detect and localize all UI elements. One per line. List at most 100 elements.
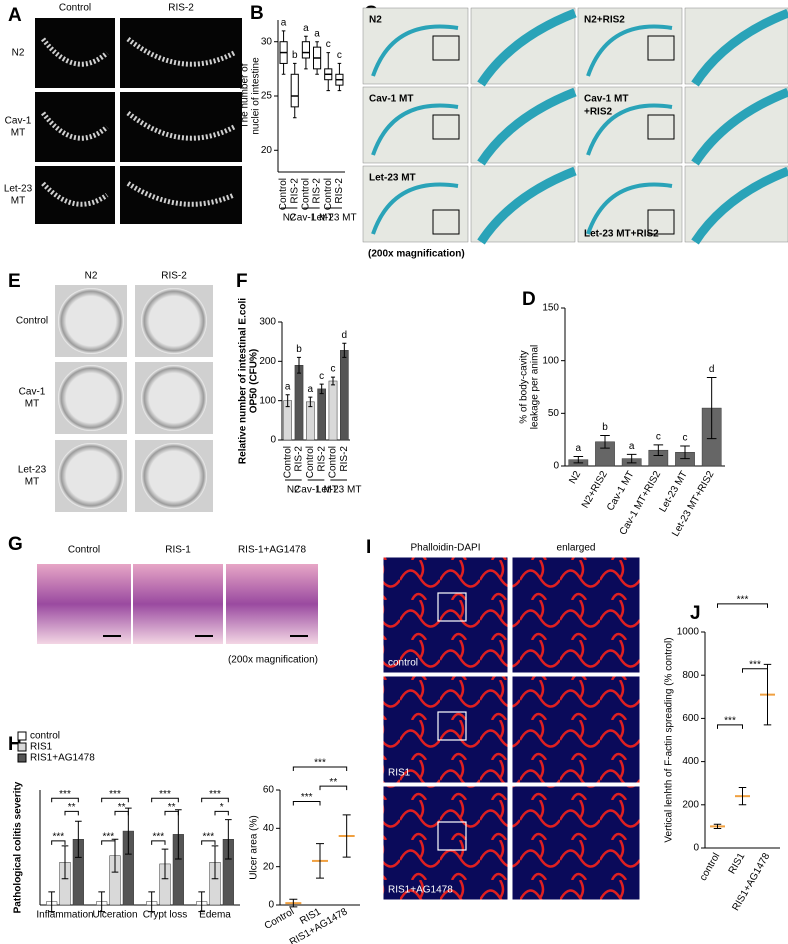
image-label: RIS1+AG1478 <box>388 885 453 896</box>
significance-label: ** <box>68 802 76 813</box>
group-label: Cav-1 MT <box>294 485 338 496</box>
plate <box>141 365 207 431</box>
group-label: Cav-1 MT <box>290 213 334 224</box>
significance-letter: a <box>303 23 309 34</box>
fluorescence-image <box>120 92 242 162</box>
error-bar <box>680 445 690 460</box>
x-tick-label: Control <box>282 446 293 478</box>
panel-label: F <box>236 271 248 292</box>
y-tick-label: 300 <box>259 317 276 328</box>
x-tick-label: Control <box>305 446 316 478</box>
microscopy-image <box>577 165 683 243</box>
error-bar <box>285 394 290 408</box>
column-header: RIS-2 <box>161 271 187 282</box>
row-label: MT <box>25 399 39 410</box>
y-tick-label: 0 <box>268 900 274 911</box>
image-label: N2+RIS2 <box>584 15 625 26</box>
error-bar <box>763 663 772 726</box>
significance-label: *** <box>202 832 214 843</box>
bar <box>317 388 326 441</box>
legend-swatch <box>17 742 27 752</box>
significance-bracket <box>717 603 768 608</box>
intestine-stain <box>477 166 577 245</box>
column-header: N2 <box>85 271 98 282</box>
y-tick-label: 0 <box>693 843 699 854</box>
row-label: MT <box>11 128 25 139</box>
significance-bracket <box>319 785 348 791</box>
row-label: N2 <box>12 48 25 59</box>
zoom-box <box>647 35 675 61</box>
significance-bracket <box>114 810 129 816</box>
plate <box>58 365 124 431</box>
row-label: MT <box>11 196 25 207</box>
significance-bracket <box>64 810 79 816</box>
histology-image <box>37 564 131 644</box>
error-bar <box>75 820 82 858</box>
group-label: Let-23 MT <box>311 213 357 224</box>
error-bar <box>61 845 69 880</box>
significance-label: *** <box>737 595 749 606</box>
fluorescence-image <box>382 556 509 674</box>
bar <box>340 350 349 441</box>
legend-label: RIS1+AG1478 <box>30 753 95 764</box>
zoom-box <box>647 209 675 235</box>
x-tick-label: Control <box>301 178 312 210</box>
row-label: Let-23 <box>4 184 33 195</box>
fluorescence-image <box>120 18 242 88</box>
y-tick-label: 0 <box>553 461 559 472</box>
significance-label: *** <box>724 716 736 727</box>
x-tick-label: RIS-2 <box>339 446 350 472</box>
intestine-stain <box>691 8 788 87</box>
significance-label: *** <box>301 792 313 803</box>
error-bar <box>175 809 182 860</box>
y-tick-label: 200 <box>682 799 699 810</box>
x-tick-label: Crypt loss <box>143 910 187 921</box>
image-label: Cav-1 MT <box>584 94 628 105</box>
error-bar <box>211 845 219 880</box>
fluorescence-image <box>511 785 641 901</box>
significance-bracket <box>201 797 229 803</box>
error-bar <box>289 898 298 908</box>
significance-label: *** <box>59 789 71 800</box>
error-bar <box>319 383 324 395</box>
x-tick-label: Control <box>278 178 289 210</box>
y-axis-label: The number of <box>240 63 251 128</box>
row-label: Cav-1 <box>19 387 46 398</box>
row-label: MT <box>25 477 39 488</box>
y-tick-label: 200 <box>259 356 276 367</box>
legend-label: RIS1 <box>30 742 53 753</box>
x-tick-label: N2 <box>567 469 583 486</box>
significance-letter: b <box>296 344 302 355</box>
x-tick-label: Inflammation <box>36 910 93 921</box>
intestine-stain <box>371 103 459 156</box>
significance-bracket <box>51 797 79 803</box>
legend-swatch <box>17 753 27 763</box>
plate <box>141 288 207 354</box>
image-label: control <box>388 658 418 669</box>
error-bar <box>713 823 722 830</box>
y-tick-label: 400 <box>682 756 699 767</box>
panel-label: D <box>522 289 536 310</box>
bar <box>328 380 338 441</box>
significance-letter: d <box>342 330 348 341</box>
significance-label: *** <box>749 659 761 670</box>
error-bar <box>161 848 169 880</box>
fluorescence-image <box>511 675 641 784</box>
y-tick-label: 600 <box>682 713 699 724</box>
box <box>301 41 310 59</box>
significance-bracket <box>717 724 743 729</box>
significance-letter: d <box>709 364 715 375</box>
error-bar <box>198 891 205 913</box>
microscopy-image <box>362 86 469 164</box>
panel-label: B <box>250 3 264 24</box>
panel-label: J <box>690 603 701 624</box>
significance-letter: c <box>656 432 661 443</box>
x-tick-label: RIS1 <box>727 851 748 876</box>
significance-label: *** <box>314 758 326 769</box>
fluorescence-image <box>382 675 509 784</box>
x-tick-label: RIS-2 <box>294 446 305 472</box>
image-label: +RIS2 <box>584 107 613 118</box>
fluorescence-image <box>382 785 509 901</box>
significance-letter: a <box>576 443 582 454</box>
image-label: Let-23 MT <box>369 173 416 184</box>
